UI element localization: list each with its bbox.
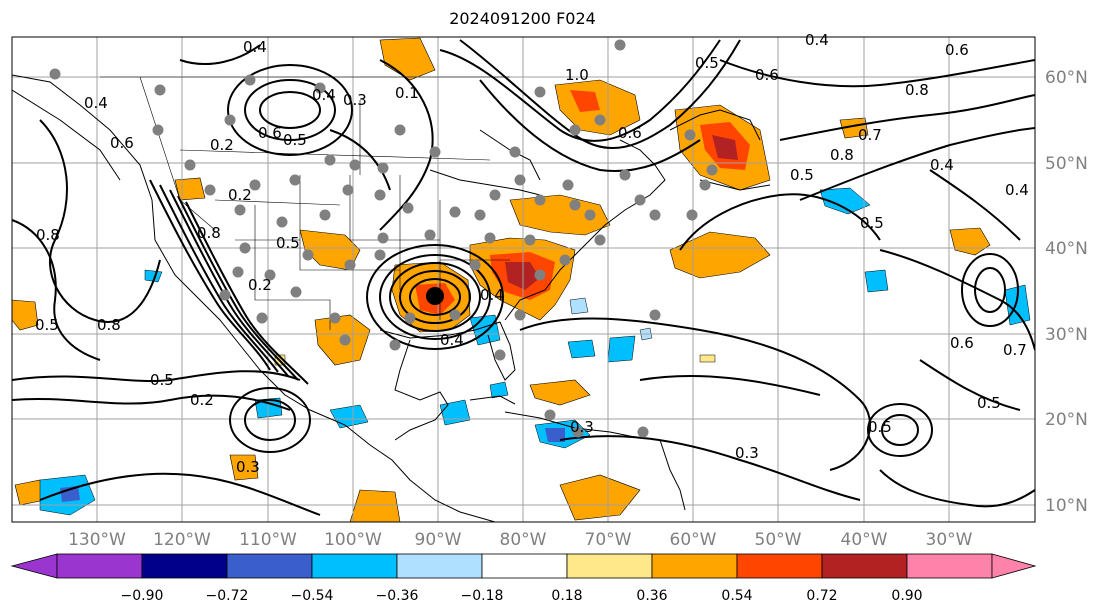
contour-label: 0.5 bbox=[35, 316, 59, 334]
map-border bbox=[11, 36, 1036, 523]
lon-label: 100°W bbox=[324, 530, 382, 550]
colorbar-segment bbox=[991, 553, 1037, 579]
contour-label: 0.8 bbox=[36, 226, 60, 244]
light-negative-anomaly-areas bbox=[569, 297, 653, 341]
colorbar-tick: 0.72 bbox=[806, 588, 837, 604]
colorbar-tick: −0.72 bbox=[206, 588, 249, 604]
contour-label: 0.4 bbox=[930, 156, 954, 174]
colorbar-segment bbox=[481, 553, 568, 579]
map-title: 2024091200 F024 bbox=[449, 9, 596, 28]
contour-labels: 0.4 0.3 0.1 0.4 0.6 0.5 0.2 0.4 0.8 0.6 … bbox=[35, 31, 1029, 476]
lat-label: 50°N bbox=[1045, 154, 1088, 174]
latitude-labels: 60°N 50°N 40°N 30°N 20°N 10°N bbox=[1045, 68, 1088, 516]
contour-label: 0.5 bbox=[790, 166, 814, 184]
colorbar-tick: 0.36 bbox=[636, 588, 667, 604]
colorbar-tick: −0.54 bbox=[291, 588, 334, 604]
contour-label: 0.5 bbox=[860, 214, 884, 232]
contour-label: 0.6 bbox=[110, 134, 134, 152]
contour-label: 0.6 bbox=[950, 334, 974, 352]
contour-label: 0.5 bbox=[150, 371, 174, 389]
lon-label: 90°W bbox=[415, 530, 462, 550]
lon-label: 70°W bbox=[585, 530, 632, 550]
contour-label: 0.3 bbox=[735, 444, 759, 462]
contour-label: 0.5 bbox=[276, 234, 300, 252]
lon-label: 50°W bbox=[755, 530, 802, 550]
contour-label: 0.8 bbox=[830, 146, 854, 164]
colorbar-segment bbox=[821, 553, 908, 579]
colorbar-segment bbox=[141, 553, 228, 579]
contour-label: 0.8 bbox=[97, 316, 121, 334]
longitude-labels: 130°W 120°W 110°W 100°W 90°W 80°W 70°W 6… bbox=[68, 530, 973, 550]
lat-label: 30°N bbox=[1045, 325, 1088, 345]
lon-label: 40°W bbox=[841, 530, 888, 550]
colorbar-tick: 0.18 bbox=[551, 588, 582, 604]
lat-label: 40°N bbox=[1045, 239, 1088, 259]
lon-label: 120°W bbox=[153, 530, 211, 550]
contour-label: 0.4 bbox=[312, 86, 336, 104]
gridlines bbox=[12, 37, 1035, 522]
contour-label: 0.4 bbox=[480, 286, 504, 304]
contour-label: 0.2 bbox=[190, 391, 214, 409]
lon-label: 30°W bbox=[926, 530, 973, 550]
contour-label: 0.4 bbox=[805, 31, 829, 49]
contour-label: 0.5 bbox=[977, 394, 1001, 412]
colorbar-tick: 0.54 bbox=[721, 588, 752, 604]
contour-label: 0.7 bbox=[1003, 341, 1027, 359]
contour-label: 0.8 bbox=[905, 81, 929, 99]
lat-label: 60°N bbox=[1045, 68, 1088, 88]
colorbar-segment bbox=[736, 553, 823, 579]
lon-label: 130°W bbox=[68, 530, 126, 550]
colorbar-tick: −0.90 bbox=[121, 588, 164, 604]
colorbar-segment bbox=[226, 553, 313, 579]
contour-label: 0.1 bbox=[395, 84, 419, 102]
coastlines bbox=[12, 74, 771, 522]
contour-label: 0.5 bbox=[283, 131, 307, 149]
contour-label: 0.3 bbox=[570, 418, 594, 436]
lat-label: 10°N bbox=[1045, 496, 1088, 516]
colorbar-tick: −0.18 bbox=[461, 588, 504, 604]
contour-label: 0.5 bbox=[868, 418, 892, 436]
contour-label: 0.6 bbox=[618, 124, 642, 142]
contour-label: 0.3 bbox=[343, 91, 367, 109]
contour-label: 0.2 bbox=[228, 186, 252, 204]
storm-center-marker bbox=[426, 287, 444, 305]
contour-label: 0.8 bbox=[197, 224, 221, 242]
lon-label: 80°W bbox=[500, 530, 547, 550]
lon-label: 60°W bbox=[670, 530, 717, 550]
colorbar-segment bbox=[56, 553, 143, 579]
contour-label: 0.6 bbox=[258, 124, 282, 142]
state-borders bbox=[100, 76, 510, 330]
colorbar-segment bbox=[906, 553, 993, 579]
contour-label: 0.2 bbox=[210, 136, 234, 154]
contour-label: 0.6 bbox=[755, 66, 779, 84]
colorbar-ticks: −0.90 −0.72 −0.54 −0.36 −0.18 0.18 0.36 … bbox=[121, 588, 923, 604]
lon-label: 110°W bbox=[239, 530, 297, 550]
station-markers bbox=[49, 39, 718, 438]
contour-lines bbox=[12, 39, 1035, 516]
contour-label: 1.0 bbox=[565, 66, 589, 84]
colorbar-segment bbox=[651, 553, 738, 579]
lat-label: 20°N bbox=[1045, 410, 1088, 430]
contour-label: 0.5 bbox=[695, 54, 719, 72]
colorbar bbox=[10, 553, 1037, 579]
colorbar-tick: −0.36 bbox=[376, 588, 419, 604]
contour-label: 0.4 bbox=[440, 331, 464, 349]
colorbar-segment bbox=[396, 553, 483, 579]
contour-label: 0.6 bbox=[945, 41, 969, 59]
contour-label: 0.4 bbox=[1005, 181, 1029, 199]
contour-label: 0.4 bbox=[84, 94, 108, 112]
colorbar-tick: 0.90 bbox=[891, 588, 922, 604]
contour-label: 0.2 bbox=[248, 276, 272, 294]
colorbar-segment bbox=[311, 553, 398, 579]
colorbar-segment bbox=[10, 553, 58, 579]
contour-label: 0.3 bbox=[236, 458, 260, 476]
colorbar-segment bbox=[566, 553, 653, 579]
contour-label: 0.4 bbox=[243, 38, 267, 56]
contour-label: 0.7 bbox=[858, 126, 882, 144]
